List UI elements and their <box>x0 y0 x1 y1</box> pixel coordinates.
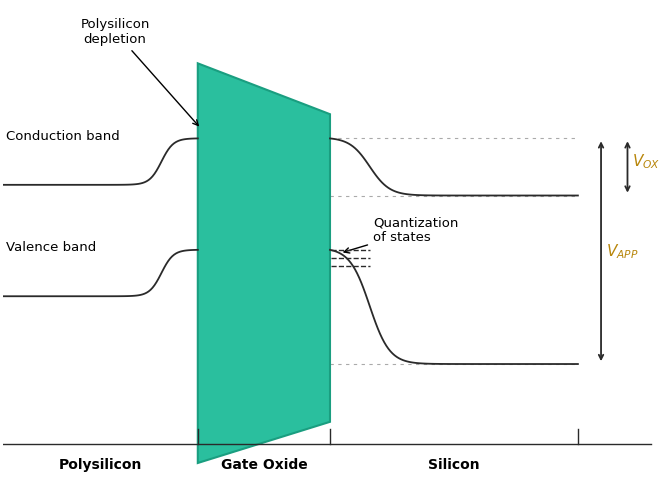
Text: $V_{OX}$: $V_{OX}$ <box>632 153 661 172</box>
Text: $V_{APP}$: $V_{APP}$ <box>606 242 639 261</box>
Text: Gate Oxide: Gate Oxide <box>220 458 308 472</box>
Polygon shape <box>198 63 330 463</box>
Text: Silicon: Silicon <box>428 458 480 472</box>
Text: Quantization
of states: Quantization of states <box>344 217 458 253</box>
Text: Polysilicon
depletion: Polysilicon depletion <box>80 18 198 125</box>
Text: Valence band: Valence band <box>6 241 96 254</box>
Text: Conduction band: Conduction band <box>6 129 120 143</box>
Text: Polysilicon: Polysilicon <box>58 458 142 472</box>
